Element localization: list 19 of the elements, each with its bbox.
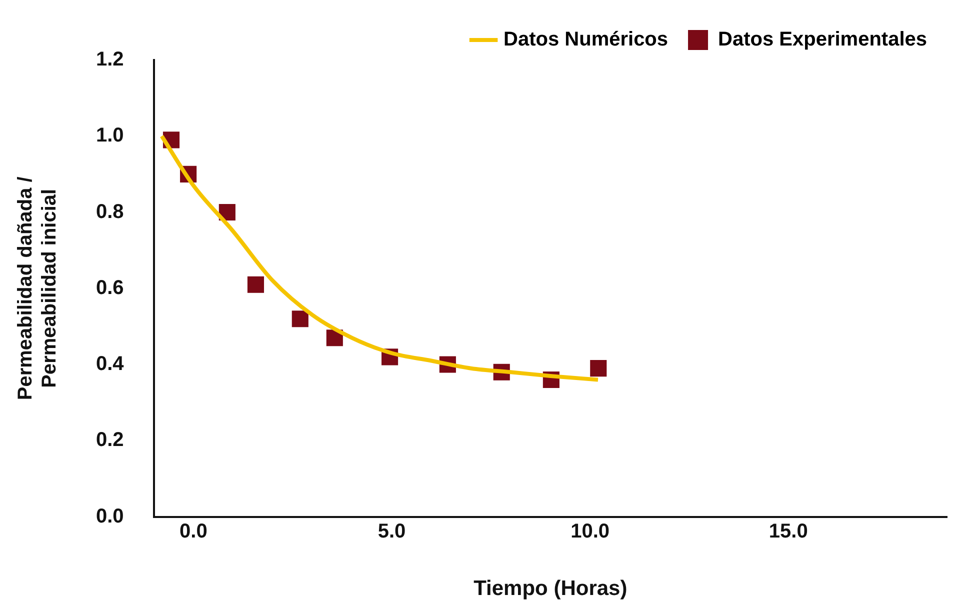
point [218,204,236,221]
y-axis-title: Permeabilidad dañada / Permeabilidad inicial [14,176,61,400]
y-tick-label: 0.6 [96,276,124,299]
y-tick-label: 1.2 [96,48,124,71]
x-tick-label: 15.0 [768,520,808,542]
point [292,310,308,328]
y-tick-label: 0.4 [96,353,125,376]
y-tick-label: 0.2 [96,429,124,452]
point [247,276,264,293]
x-tick-label: 10.0 [570,520,610,542]
x-tick-label: 5.0 [378,520,406,542]
legend-label: Datos Experimentales [718,28,928,51]
y-tick-label: 0.8 [96,200,124,223]
point [590,360,607,377]
legend-label: Datos Numéricos [504,28,668,51]
x-axis-title: Tiempo (Horas) [474,577,628,600]
x-tick-label: 0.0 [180,520,208,542]
y-tick-label: 0.0 [96,505,124,528]
y-tick-label: 1.0 [96,124,124,147]
